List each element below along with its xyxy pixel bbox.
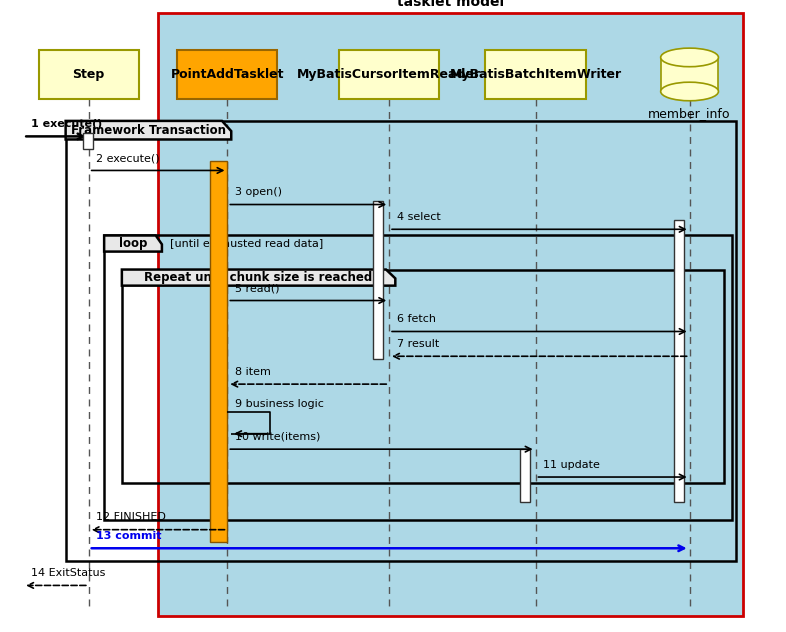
Text: 7 result: 7 result bbox=[397, 339, 439, 349]
Bar bbox=[158, 13, 744, 616]
Ellipse shape bbox=[661, 82, 718, 100]
Text: 4 select: 4 select bbox=[397, 212, 441, 222]
Bar bbox=[104, 236, 732, 520]
Bar bbox=[520, 449, 530, 502]
Text: 2 execute(): 2 execute() bbox=[97, 153, 160, 163]
Text: 5 read(): 5 read() bbox=[235, 283, 280, 293]
Text: 13 commit: 13 commit bbox=[97, 531, 162, 541]
Bar bbox=[211, 161, 227, 542]
Text: [until exhausted read data]: [until exhausted read data] bbox=[170, 238, 323, 248]
Text: 12 FINISHED: 12 FINISHED bbox=[97, 513, 167, 522]
Polygon shape bbox=[66, 121, 231, 140]
Text: 3 open(): 3 open() bbox=[235, 187, 282, 197]
Text: 14 ExitStatus: 14 ExitStatus bbox=[31, 568, 105, 578]
Text: 6 fetch: 6 fetch bbox=[397, 314, 436, 324]
Text: tasklet model: tasklet model bbox=[397, 0, 505, 9]
Text: member_info: member_info bbox=[648, 107, 731, 120]
Text: loop: loop bbox=[119, 237, 147, 250]
Text: PointAddTasklet: PointAddTasklet bbox=[171, 68, 285, 81]
Text: 1 execute(): 1 execute() bbox=[31, 119, 102, 129]
Text: 11 update: 11 update bbox=[543, 459, 600, 470]
Ellipse shape bbox=[661, 48, 718, 67]
Bar bbox=[486, 50, 586, 99]
Text: Framework Transaction: Framework Transaction bbox=[71, 124, 226, 137]
Bar bbox=[83, 133, 94, 149]
Bar bbox=[373, 202, 384, 360]
Bar bbox=[39, 50, 139, 99]
Text: MyBatisBatchItemWriter: MyBatisBatchItemWriter bbox=[450, 68, 622, 81]
Text: Repeat until chunk size is reached: Repeat until chunk size is reached bbox=[145, 271, 373, 284]
Bar bbox=[661, 58, 718, 92]
Bar bbox=[66, 121, 736, 561]
Polygon shape bbox=[104, 236, 162, 252]
Bar bbox=[674, 220, 684, 502]
Text: 9 business logic: 9 business logic bbox=[235, 399, 324, 409]
Bar bbox=[339, 50, 439, 99]
Text: 10 write(items): 10 write(items) bbox=[235, 432, 321, 442]
Text: MyBatisCursorItemReader: MyBatisCursorItemReader bbox=[297, 68, 481, 81]
Text: 8 item: 8 item bbox=[235, 367, 271, 377]
Polygon shape bbox=[122, 269, 395, 286]
Bar bbox=[122, 269, 724, 483]
Text: Step: Step bbox=[72, 68, 105, 81]
Bar bbox=[178, 50, 277, 99]
